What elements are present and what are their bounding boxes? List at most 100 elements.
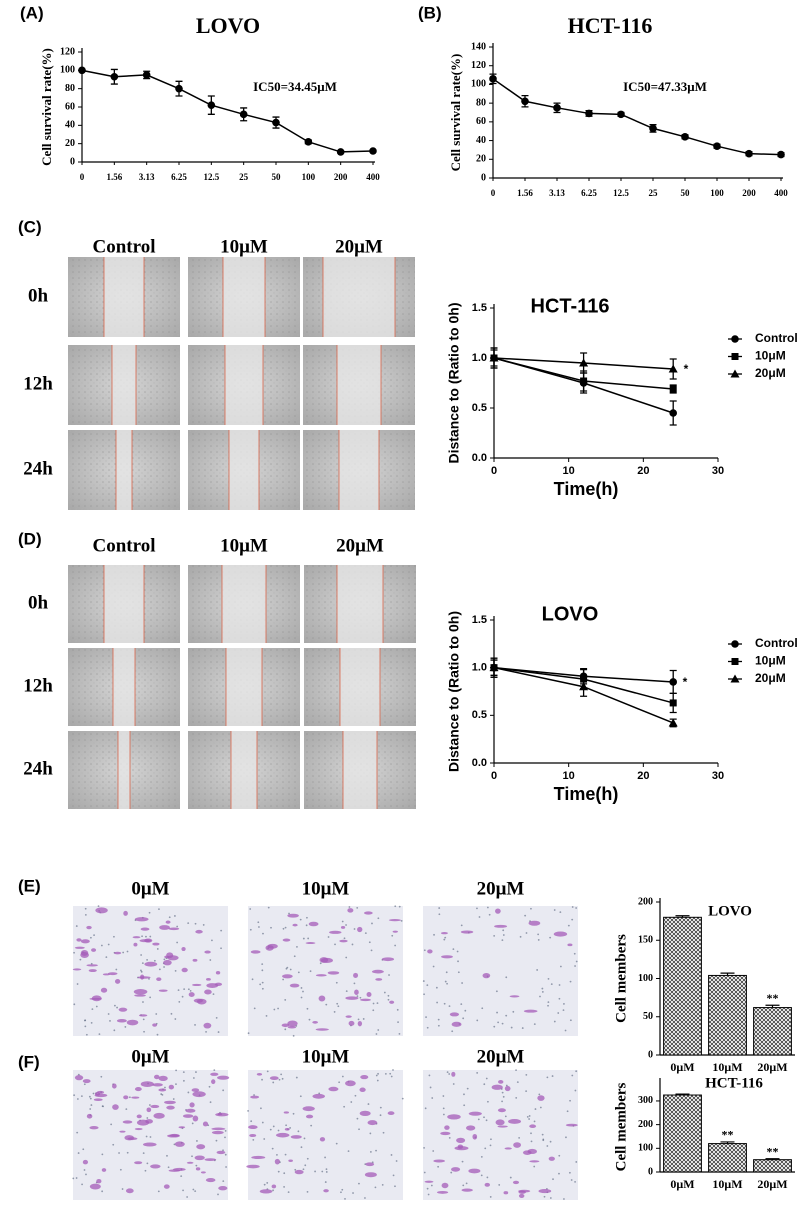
pore (575, 960, 578, 963)
cell (548, 1156, 555, 1161)
pore (387, 994, 390, 997)
cell (495, 1119, 505, 1126)
y-tick-label: 0.0 (472, 452, 487, 464)
cell (392, 930, 398, 933)
pore (488, 913, 491, 916)
cell (451, 1167, 461, 1172)
pore (571, 918, 574, 921)
cell (522, 1150, 532, 1155)
cell (112, 1104, 119, 1110)
cell (204, 989, 212, 995)
cell (461, 1188, 473, 1192)
pore (283, 1186, 285, 1188)
marker (681, 133, 689, 141)
cell (145, 1119, 153, 1124)
pore (376, 1002, 379, 1005)
pore (512, 1010, 515, 1013)
pore (300, 1146, 303, 1149)
pore (476, 1019, 479, 1022)
pore (352, 1192, 354, 1194)
cell (360, 1075, 369, 1080)
cell (211, 1079, 216, 1085)
pore (112, 1143, 115, 1146)
pore (114, 1004, 116, 1007)
pore (549, 936, 552, 939)
pore (265, 1014, 268, 1017)
pore (493, 934, 496, 937)
pore (502, 929, 505, 932)
pore (306, 916, 308, 919)
pore (489, 1196, 492, 1198)
pore (187, 1091, 190, 1094)
pore (310, 1124, 313, 1127)
pore (558, 1154, 561, 1157)
micrograph (73, 906, 228, 1036)
cell (217, 1112, 223, 1116)
y-tick-label: 0.5 (472, 709, 487, 721)
error-bar (765, 1004, 780, 1008)
cell (312, 1020, 318, 1024)
cell (178, 1126, 186, 1129)
pore (296, 946, 298, 948)
cell (139, 939, 152, 943)
marker (579, 682, 589, 691)
cell (185, 1108, 196, 1113)
cell (205, 1178, 216, 1183)
cell (387, 1111, 395, 1116)
x-tick-label: 0μM (670, 1060, 694, 1074)
pore (170, 1012, 173, 1015)
pore (194, 922, 197, 925)
pore (444, 980, 447, 983)
y-tick-label: 1.5 (472, 614, 487, 626)
pore (277, 1007, 279, 1010)
pore (281, 1077, 284, 1080)
pore (306, 1007, 309, 1010)
cell (196, 998, 207, 1005)
cell (131, 1096, 140, 1099)
marker (175, 84, 183, 93)
pore (480, 1174, 483, 1177)
cell (112, 1083, 117, 1089)
pore (272, 1189, 274, 1192)
pore (306, 1157, 309, 1160)
cell (275, 1132, 290, 1138)
pore (121, 1188, 124, 1190)
cell (440, 932, 449, 935)
pore (536, 969, 539, 971)
pore (476, 1072, 479, 1074)
pore (85, 1033, 88, 1036)
pore (574, 1180, 576, 1183)
cell (211, 1127, 226, 1131)
pore (75, 925, 78, 927)
pore (327, 936, 330, 938)
pore (224, 1136, 226, 1139)
cell (216, 1150, 226, 1155)
marker (669, 699, 677, 707)
marker (78, 66, 86, 75)
cell (150, 1104, 160, 1109)
pore (501, 1022, 504, 1025)
pore (100, 944, 103, 947)
pore (392, 1174, 395, 1177)
pore (457, 971, 460, 974)
cell (82, 1079, 91, 1084)
micrograph (73, 1070, 228, 1200)
cell (305, 1114, 314, 1119)
cell (218, 1185, 228, 1191)
cell (315, 1028, 329, 1031)
cell (72, 968, 82, 971)
pore (569, 1019, 572, 1022)
pore (225, 1166, 227, 1168)
pore (285, 1124, 288, 1127)
pore (175, 1083, 177, 1086)
cell (168, 1169, 181, 1172)
pore (546, 1145, 549, 1147)
pore (394, 944, 397, 947)
pore (496, 1011, 498, 1014)
cell (74, 946, 85, 949)
bar (753, 1159, 792, 1173)
pore (140, 954, 143, 956)
pore (460, 924, 463, 927)
pore (515, 1069, 517, 1072)
pore (101, 1190, 104, 1193)
